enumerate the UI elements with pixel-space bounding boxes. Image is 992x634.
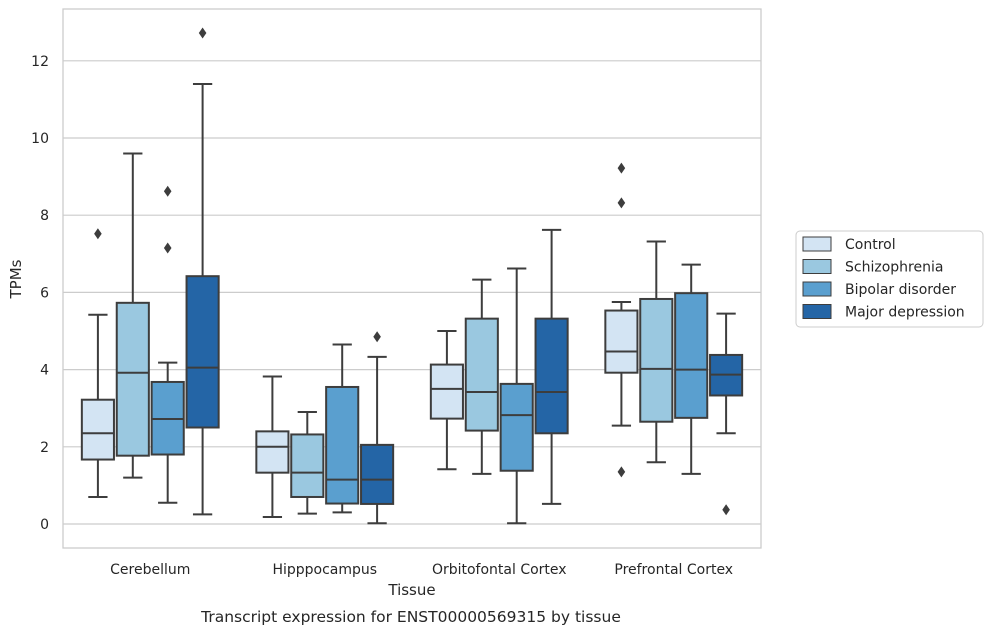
- chart-caption: Transcript expression for ENST0000056931…: [200, 608, 621, 626]
- iqr-box: [360, 443, 395, 505]
- iqr-box: [499, 382, 534, 472]
- y-tick-label: 2: [40, 440, 49, 456]
- iqr-box: [255, 430, 290, 474]
- box-bipolar-disorder: [150, 185, 185, 504]
- outlier-point: [617, 466, 626, 478]
- iqr-box: [325, 385, 360, 505]
- legend: Control Schizophrenia Bipolar disorder Majo…: [795, 230, 984, 328]
- legend-swatch: [802, 304, 832, 319]
- iqr-box: [464, 317, 499, 432]
- iqr-box: [185, 275, 220, 429]
- outlier-point: [722, 504, 730, 516]
- box-schizophrenia: [639, 240, 674, 464]
- box-schizophrenia: [464, 278, 499, 475]
- iqr-box: [429, 363, 464, 420]
- box-control: [255, 375, 290, 519]
- y-tick-label: 8: [40, 208, 49, 224]
- box-major-depression: [185, 27, 220, 516]
- boxes: [80, 27, 744, 525]
- iqr-box: [290, 433, 325, 498]
- outlier-point: [163, 185, 172, 197]
- x-tick-label: Cerebellum: [110, 562, 190, 578]
- box-major-depression: [709, 312, 744, 516]
- iqr-box: [604, 309, 639, 374]
- x-tick-label: Orbitofontal Cortex: [432, 562, 567, 578]
- legend-swatch: [802, 281, 832, 297]
- box-schizophrenia: [115, 152, 150, 479]
- y-tick-label: 4: [40, 363, 49, 379]
- outlier-point: [373, 331, 381, 343]
- y-tick-label: 6: [40, 285, 49, 301]
- legend-label: Major depression: [845, 305, 965, 321]
- iqr-box: [115, 301, 150, 457]
- outlier-point: [163, 242, 172, 254]
- box-control: [429, 330, 464, 471]
- box-control: [604, 162, 639, 478]
- y-axis-ticks: 0 2 4 6 8 10 12: [31, 54, 49, 533]
- box-bipolar-disorder: [674, 263, 709, 475]
- x-axis-title: Tissue: [387, 581, 435, 599]
- outlier-point: [94, 228, 102, 240]
- box-control: [80, 228, 115, 498]
- box-major-depression: [534, 228, 569, 505]
- y-axis-title: TPMs: [7, 259, 25, 299]
- legend-label: Schizophrenia: [845, 260, 943, 276]
- y-tick-label: 12: [31, 54, 49, 70]
- iqr-box: [534, 317, 569, 435]
- y-tick-label: 10: [31, 131, 49, 147]
- legend-swatch: [802, 259, 832, 274]
- y-tick-label: 0: [40, 517, 49, 533]
- outlier-point: [617, 197, 626, 209]
- legend-label: Bipolar disorder: [845, 282, 956, 298]
- box-bipolar-disorder: [325, 343, 360, 514]
- iqr-box: [674, 292, 709, 419]
- legend-frame: [795, 230, 984, 328]
- box-schizophrenia: [290, 411, 325, 515]
- legend-label: Control: [845, 237, 896, 253]
- x-tick-label: Hipppocampus: [272, 562, 377, 578]
- x-axis-ticks: Cerebellum Hipppocampus Orbitofontal Corte…: [110, 562, 733, 578]
- plot-frame: [62, 8, 762, 549]
- box-bipolar-disorder: [499, 267, 534, 525]
- outlier-point: [617, 162, 626, 174]
- iqr-box: [80, 398, 115, 461]
- outlier-point: [198, 27, 207, 39]
- iqr-box: [639, 297, 674, 423]
- legend-swatch: [802, 236, 832, 252]
- box-major-depression: [360, 331, 395, 525]
- x-tick-label: Prefrontal Cortex: [614, 562, 733, 578]
